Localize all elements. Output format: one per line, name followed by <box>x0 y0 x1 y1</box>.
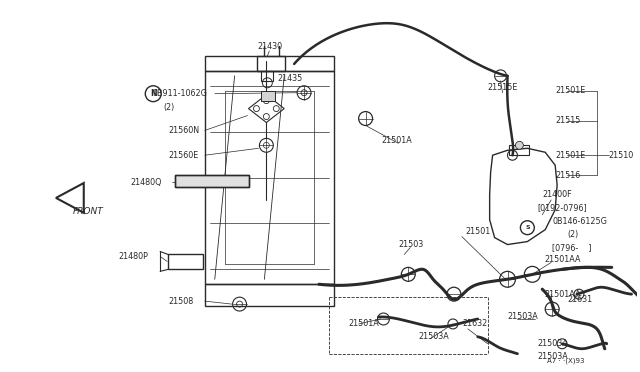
Bar <box>175 175 250 187</box>
Text: 21632: 21632 <box>463 320 488 328</box>
Text: 21430: 21430 <box>257 42 282 51</box>
Text: 21501AA: 21501AA <box>544 255 580 264</box>
Text: 21501: 21501 <box>466 227 491 236</box>
Text: 21480Q: 21480Q <box>131 177 162 186</box>
Text: 21503A: 21503A <box>508 312 538 321</box>
Text: 21435: 21435 <box>277 74 303 83</box>
Text: 21503: 21503 <box>398 240 424 249</box>
Text: 0B146-6125G: 0B146-6125G <box>552 217 607 226</box>
Text: 21516: 21516 <box>555 171 580 180</box>
Text: FRONT: FRONT <box>73 207 104 216</box>
Bar <box>509 145 529 155</box>
Text: 21501E: 21501E <box>555 151 586 160</box>
Text: A7 · ·(X)93: A7 · ·(X)93 <box>547 357 585 364</box>
Text: 21480P: 21480P <box>118 252 148 261</box>
Text: 21560N: 21560N <box>168 126 199 135</box>
Text: N: N <box>150 89 156 98</box>
Text: 21631: 21631 <box>567 295 592 304</box>
Text: 21400F: 21400F <box>542 190 572 199</box>
Text: 21503A: 21503A <box>418 332 449 341</box>
Text: (2): (2) <box>567 230 579 239</box>
Text: (2): (2) <box>163 103 174 112</box>
Text: S: S <box>525 225 530 230</box>
Bar <box>168 254 203 269</box>
Bar <box>205 284 334 306</box>
Text: 21501A: 21501A <box>349 320 380 328</box>
Text: 21501E: 21501E <box>555 86 586 95</box>
Text: 21510: 21510 <box>609 151 634 160</box>
Text: 21515E: 21515E <box>488 83 518 92</box>
Bar <box>205 56 334 71</box>
Text: 21503A: 21503A <box>538 339 568 348</box>
Bar <box>261 91 275 101</box>
Text: 21501AA: 21501AA <box>544 290 580 299</box>
Bar <box>175 175 250 187</box>
Text: 21501A: 21501A <box>381 136 412 145</box>
Text: 0B911-1062G: 0B911-1062G <box>152 89 207 98</box>
Text: 21508: 21508 <box>168 296 193 306</box>
Text: 21515: 21515 <box>555 116 580 125</box>
Bar <box>257 56 285 71</box>
Bar <box>205 71 334 284</box>
Circle shape <box>515 141 524 149</box>
Text: 21560E: 21560E <box>168 151 198 160</box>
Text: 21503A: 21503A <box>538 352 568 361</box>
Bar <box>261 71 273 81</box>
Text: [0796-    ]: [0796- ] <box>552 243 591 252</box>
Text: [0192-0796]: [0192-0796] <box>538 203 587 212</box>
